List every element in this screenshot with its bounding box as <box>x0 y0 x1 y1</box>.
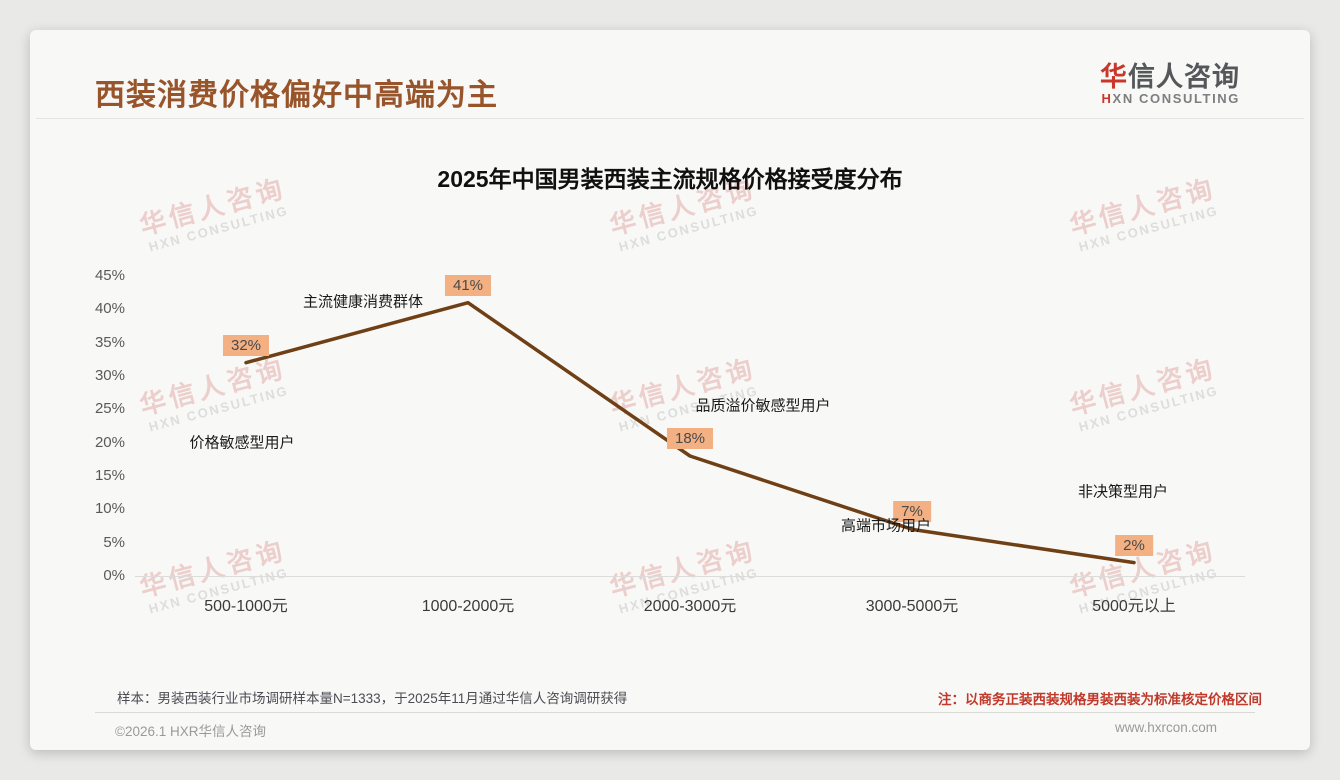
data-point-label: 41% <box>444 274 492 296</box>
x-axis-category-label: 1000-2000元 <box>421 598 515 615</box>
header-divider <box>36 118 1304 119</box>
line-chart: 45% 40% 35% 30% 25% 20% 15% 10% 5% 0% 500-1000元 100… <box>30 30 1310 750</box>
chart-annotation: 主流健康消费群体 <box>302 293 424 311</box>
chart-annotation: 非决策型用户 <box>1077 483 1169 501</box>
chart-title: 2025年中国男装西装主流规格价格接受度分布 <box>437 166 903 192</box>
data-point-label: 32% <box>222 334 270 356</box>
chart-annotation: 品质溢价敏感型用户 <box>695 397 831 415</box>
y-axis-tick-label: 10% <box>94 500 125 518</box>
y-axis-tick-label: 40% <box>94 300 125 318</box>
logo-en-rest: XN CONSULTING <box>1112 91 1240 107</box>
y-axis-tick-label: 20% <box>94 433 125 451</box>
sample-note: 样本：男装西装行业市场调研样本量N=1333，于2025年11月通过华信人咨询调… <box>117 691 628 706</box>
slide-card: 华信人咨询 HXN CONSULTING 华信人咨询 HXN CONSULTING 华信… <box>30 30 1310 750</box>
x-axis-category-label: 3000-5000元 <box>865 598 959 615</box>
x-axis-baseline <box>135 576 1245 577</box>
y-axis-tick-label: 45% <box>94 267 125 284</box>
y-axis-tick-label: 0% <box>103 567 125 584</box>
data-point-label: 7% <box>893 501 931 523</box>
logo-english-name: HXN CONSULTING <box>1100 91 1240 106</box>
chart-annotation: 价格敏感型用户 <box>189 434 295 452</box>
footer-divider <box>95 712 1255 713</box>
x-axis-category-label: 5000元以上 <box>1092 598 1176 615</box>
x-axis-category-label: 2000-3000元 <box>643 598 737 615</box>
y-axis-tick-label: 25% <box>94 400 125 418</box>
data-point-label: 18% <box>666 428 714 449</box>
logo-en-accent: H <box>1101 91 1113 107</box>
x-axis-category-label: 500-1000元 <box>204 598 288 615</box>
y-axis-tick-label: 30% <box>94 367 125 384</box>
price-note: 注：以商务正装西装规格男装西装为标准核定价格区间 <box>938 692 1262 707</box>
chart-annotation: 高端市场用户 <box>840 517 932 535</box>
y-axis-tick-label: 15% <box>94 467 125 484</box>
website-text: www.hxrcon.com <box>1114 720 1217 735</box>
copyright-text: ©2026.1 HXR华信人咨询 <box>115 724 266 739</box>
y-axis-tick-label: 5% <box>103 533 125 551</box>
company-logo: 华信人咨询 HXN CONSULTING <box>1100 63 1240 107</box>
logo-chinese-name: 华信人咨询 <box>1100 63 1240 91</box>
y-axis-tick-label: 35% <box>94 333 125 351</box>
data-point-label: 2% <box>1115 534 1153 556</box>
page-title: 西装消费价格偏好中高端为主 <box>95 79 498 112</box>
trend-line <box>244 300 1136 565</box>
logo-cn-accent: 华 <box>1100 62 1128 92</box>
logo-cn-rest: 信人咨询 <box>1128 62 1240 92</box>
